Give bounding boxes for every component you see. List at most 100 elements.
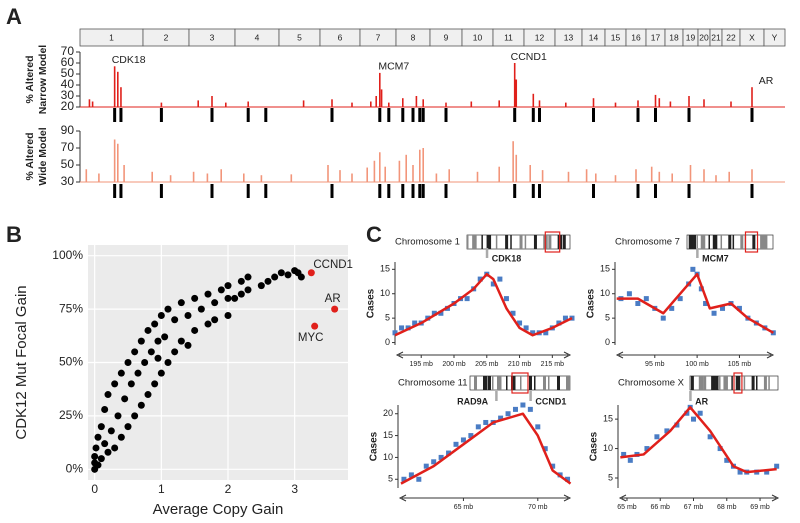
point [764,469,770,475]
region-bar [113,108,117,122]
ideogram-band [693,235,697,249]
annotation: CDK18 [112,54,146,66]
point [154,354,162,362]
panel-letter: A [6,4,22,29]
region-bar [159,108,163,122]
point [697,410,703,416]
y-tick-label: 30 [61,174,75,188]
chromosome-label: 14 [589,32,599,42]
point [669,305,675,311]
point [224,294,232,302]
y-axis-label: CDK12 Mut Focal Gain [13,285,30,439]
region-bar [421,108,425,122]
region-bar [159,184,163,198]
x-tick-label: 70 mb [528,504,548,511]
ideogram-band [700,235,706,249]
point [224,312,232,319]
ideogram-band [764,235,768,249]
region-bar [418,184,422,198]
y-tick-label: 10 [380,288,390,298]
point [127,380,135,388]
ideogram-band [740,235,744,249]
point [626,291,632,297]
point [94,461,102,469]
point [530,330,536,336]
point [171,316,179,324]
y-tick-label: 15 [603,414,613,424]
ideogram-band [548,376,550,390]
ideogram-band [495,235,498,249]
point [164,359,172,366]
region-bar [636,108,640,122]
y-tick-label: 15 [600,264,610,274]
y-tick-label: 15 [380,264,390,274]
region-bar [421,184,425,198]
region-bar [378,108,382,122]
y-axis-label: Cases [586,288,597,318]
gene-marker [529,391,532,401]
gene-label: CDK18 [492,253,522,263]
point [257,282,265,290]
ideogram-band [735,376,741,390]
point [111,444,119,452]
region-bar [210,184,214,198]
point [224,282,232,290]
region-bar [264,108,268,122]
point [677,296,683,302]
point [654,434,660,440]
ideogram-highlight [733,372,743,394]
point [144,326,152,334]
point [690,266,696,272]
region-bar [264,184,268,198]
y-tick-label: 40 [61,77,75,91]
region-bar [636,184,640,198]
y-tick-label: 15 [383,430,393,440]
point [664,428,670,434]
point [97,423,105,431]
point [144,391,152,399]
chart-title: Chromosome 1 [395,237,460,248]
point [520,402,526,408]
point [720,305,726,311]
ideogram-band [731,376,733,390]
y-tick-label: 5 [385,313,390,323]
annotation: CCND1 [511,51,547,63]
ideogram-band [756,376,758,390]
ideogram-band [492,376,494,390]
gene-marker [689,391,692,401]
chromosome-label: 19 [686,32,696,42]
ideogram-band [566,376,571,390]
ideogram-band [520,376,522,390]
point [271,273,279,281]
point [151,320,159,328]
point [157,369,165,377]
chromosome-label: 5 [297,32,302,42]
point [490,281,496,287]
point [171,348,179,356]
y-tick-label: 100% [52,248,83,262]
x-tick-label: 66 mb [651,504,671,511]
point [483,419,489,425]
chromosome-label: 7 [376,32,381,42]
chromosome-label: 1 [109,32,114,42]
ideogram-band [481,235,483,249]
region-bar [401,184,405,198]
ideogram-band [743,376,746,390]
chromosome-label: X [749,32,755,42]
chromosome-label: 2 [164,32,169,42]
point [264,277,272,285]
gene-marker [495,391,498,401]
x-tick-label: 1 [158,482,165,496]
chromosome-label: 8 [411,32,416,42]
region-bar [387,108,391,122]
point [157,312,165,319]
y-tick-label: 50 [61,66,75,80]
panel-letter: B [6,222,22,247]
point [512,406,518,412]
y-tick-label: 5 [608,472,613,482]
region-bar [378,184,382,198]
gene-label: MCM7 [702,253,729,263]
point [542,446,548,452]
region-bar [513,108,517,122]
point [104,391,112,399]
